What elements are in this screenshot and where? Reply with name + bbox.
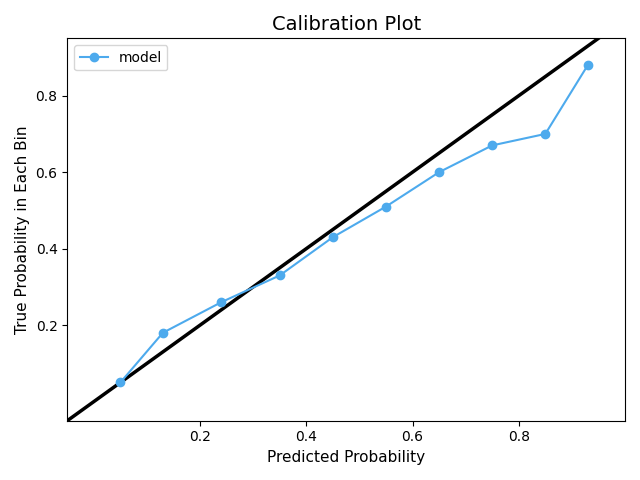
- Line: model: model: [116, 61, 592, 387]
- model: [159, 330, 167, 336]
- model: [382, 204, 390, 209]
- Title: Calibration Plot: Calibration Plot: [271, 15, 420, 34]
- model: [584, 62, 591, 68]
- Y-axis label: True Probability in Each Bin: True Probability in Each Bin: [15, 125, 30, 334]
- model: [435, 169, 443, 175]
- model: [541, 131, 549, 137]
- X-axis label: Predicted Probability: Predicted Probability: [267, 450, 425, 465]
- model: [116, 380, 124, 385]
- Legend: model: model: [74, 45, 168, 71]
- model: [488, 143, 496, 148]
- model: [276, 273, 284, 278]
- model: [218, 300, 225, 305]
- model: [329, 234, 337, 240]
